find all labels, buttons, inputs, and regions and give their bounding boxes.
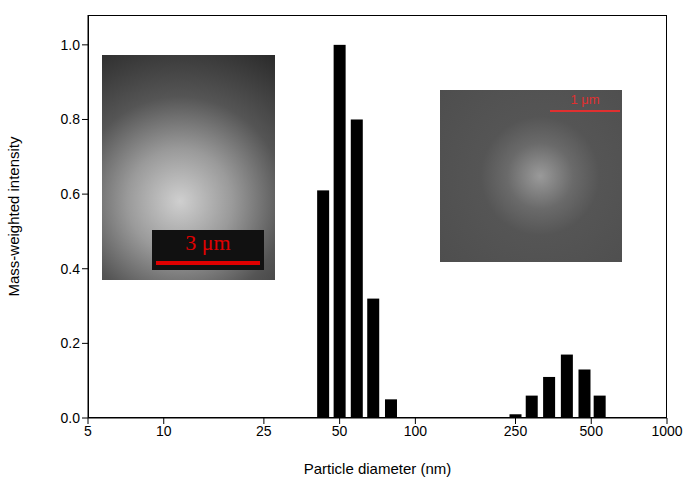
svg-text:50: 50 — [332, 423, 348, 439]
svg-text:25: 25 — [256, 423, 272, 439]
svg-text:100: 100 — [404, 423, 428, 439]
svg-text:0.2: 0.2 — [61, 335, 81, 351]
html-text:3 μm: 3 μm — [185, 230, 231, 255]
svg-text:250: 250 — [504, 423, 528, 439]
svg-text:5: 5 — [84, 423, 92, 439]
svg-text:Mass-weighted intensity: Mass-weighted intensity — [5, 136, 22, 297]
svg-text:0.4: 0.4 — [61, 261, 81, 277]
svg-text:0.6: 0.6 — [61, 186, 81, 202]
svg-text:500: 500 — [580, 423, 604, 439]
svg-text:0.0: 0.0 — [61, 410, 81, 426]
svg-text:0.8: 0.8 — [61, 111, 81, 127]
html-text:1 μm: 1 μm — [570, 92, 600, 107]
svg-text:10: 10 — [156, 423, 172, 439]
svg-text:1.0: 1.0 — [61, 37, 81, 53]
svg-text:Particle diameter (nm): Particle diameter (nm) — [304, 460, 452, 477]
svg-text:1000: 1000 — [651, 423, 682, 439]
